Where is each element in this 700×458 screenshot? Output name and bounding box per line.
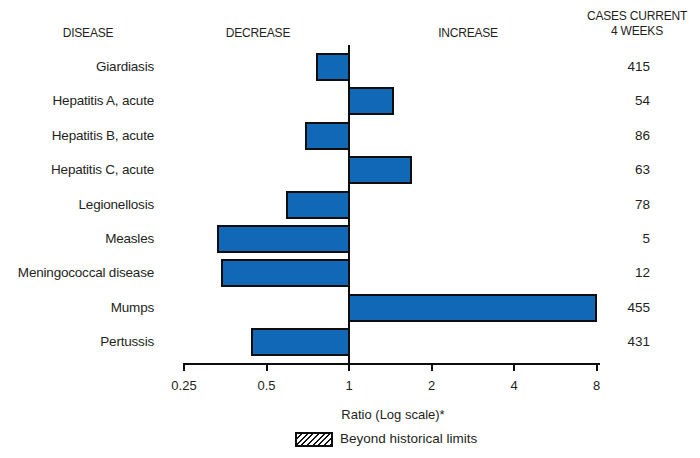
disease-label: Legionellosis [0,197,154,212]
cases-value: 63 [600,162,650,177]
x-axis-tick-label: 1 [327,378,371,393]
disease-label: Giardiasis [0,59,154,74]
cases-value: 431 [600,334,650,349]
x-axis-tick-label: 0.5 [245,378,289,393]
x-axis-tick [513,365,515,371]
disease-label: Hepatitis C, acute [0,162,154,177]
disease-label: Hepatitis B, acute [0,128,154,143]
disease-label: Meningococcal disease [0,265,154,280]
cases-value: 455 [600,300,650,315]
ratio-bar [286,191,350,219]
legend-label: Beyond historical limits [340,431,477,446]
disease-label: Measles [0,231,154,246]
cases-value: 86 [600,128,650,143]
legend-hatched-swatch [295,432,333,447]
ratio-bar [305,122,350,150]
x-axis-line [183,363,600,365]
cases-value: 12 [600,265,650,280]
column-header-decrease: DECREASE [226,26,290,40]
notifiable-disease-ratio-chart: DISEASE DECREASE INCREASE CASES CURRENT … [0,0,700,458]
x-axis-tick-label: 2 [410,378,454,393]
ratio-bar [217,225,350,253]
disease-label: Hepatitis A, acute [0,93,154,108]
column-header-cases-line1: CASES CURRENT [587,9,687,24]
x-axis-tick-label: 8 [575,378,619,393]
x-axis-tick [596,365,598,371]
x-axis-tick-label: 4 [492,378,536,393]
ratio-bar [316,53,350,81]
disease-label: Pertussis [0,334,154,349]
cases-value: 54 [600,93,650,108]
x-axis-tick [183,365,185,371]
x-axis-tick [348,365,350,371]
x-axis-title: Ratio (Log scale)* [341,407,444,422]
cases-value: 415 [600,59,650,74]
baseline-ratio-1-line [348,45,350,365]
ratio-bar [348,87,394,115]
ratio-bar [221,259,350,287]
column-header-cases-current: CASES CURRENT 4 WEEKS [587,9,687,39]
column-header-disease: DISEASE [63,26,114,40]
disease-label: Mumps [0,300,154,315]
ratio-bar [348,156,412,184]
x-axis-tick-label: 0.25 [162,378,206,393]
ratio-bar [251,328,350,356]
x-axis-tick [266,365,268,371]
ratio-bar [348,294,597,322]
cases-value: 5 [600,231,650,246]
cases-value: 78 [600,197,650,212]
column-header-increase: INCREASE [438,26,498,40]
x-axis-tick [431,365,433,371]
column-header-cases-line2: 4 WEEKS [587,24,687,39]
